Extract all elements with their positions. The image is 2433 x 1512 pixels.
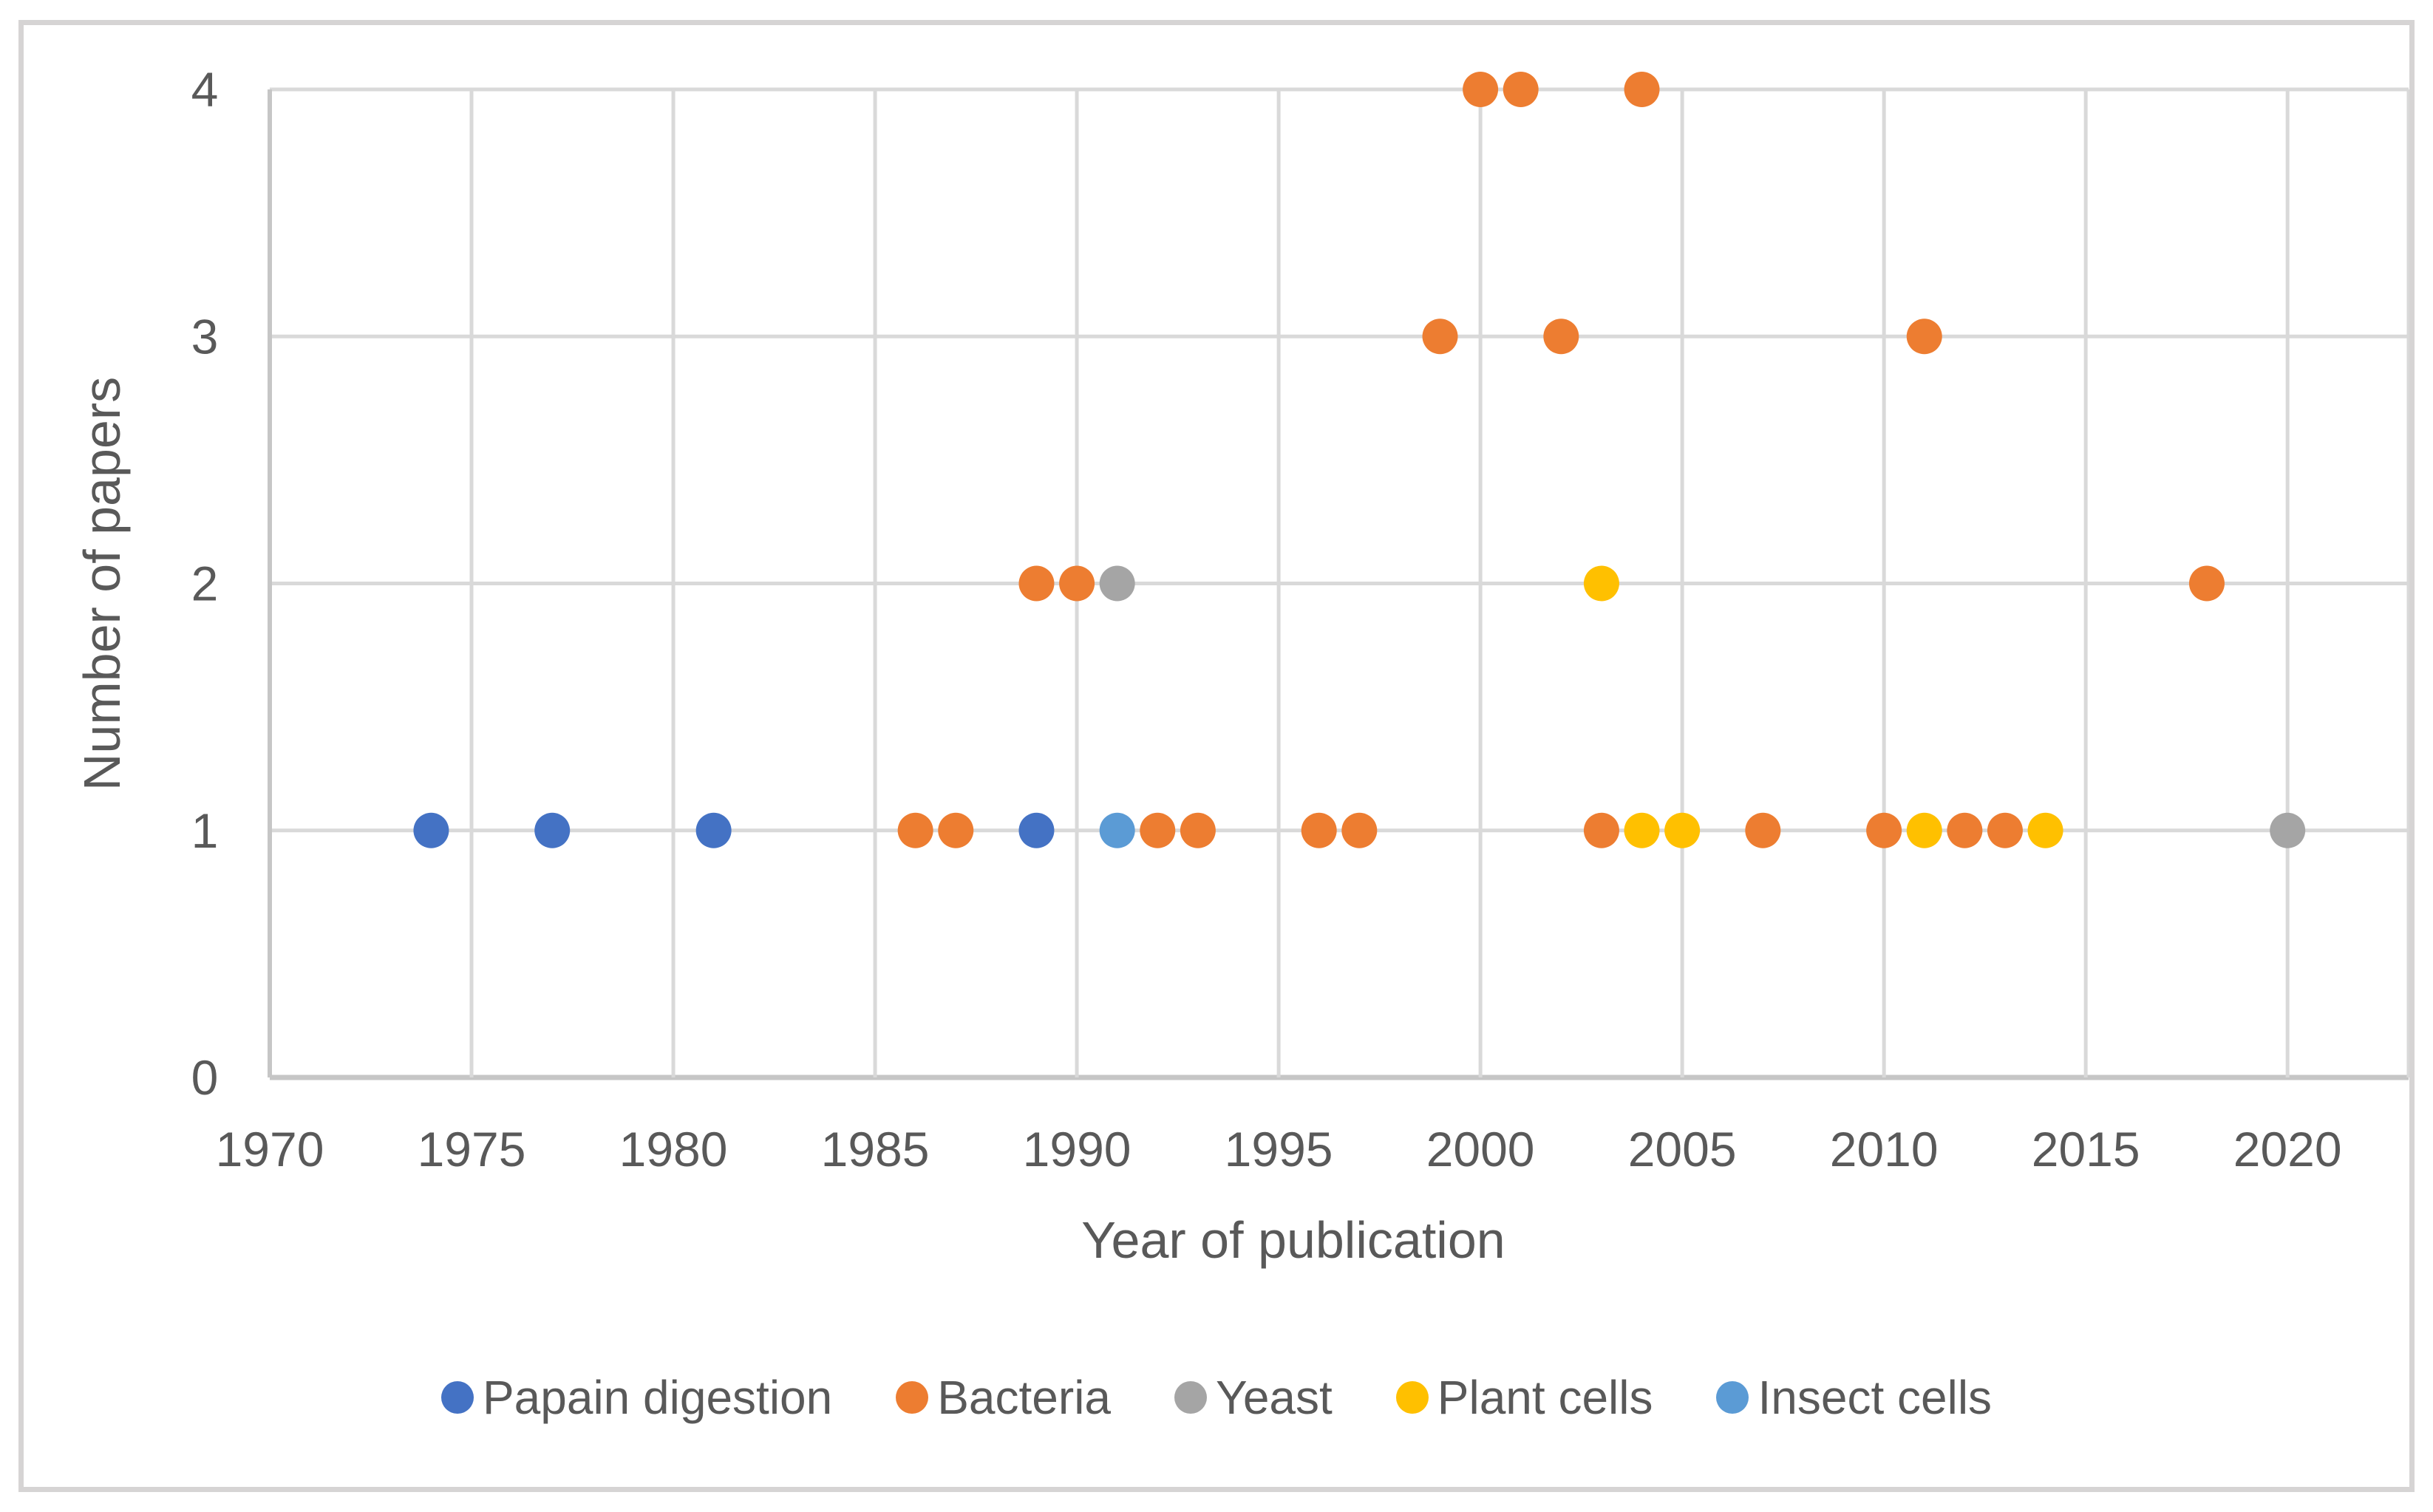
data-point — [413, 812, 449, 848]
x-tick-label: 1985 — [821, 1122, 930, 1176]
data-point — [1301, 812, 1337, 848]
data-point — [1583, 812, 1619, 848]
data-point — [1059, 565, 1095, 602]
data-point — [1624, 72, 1660, 107]
legend-label: Yeast — [1216, 1371, 1333, 1424]
y-axis-title: Number of papers — [73, 377, 131, 791]
legend-marker-icon — [1174, 1381, 1207, 1414]
data-point — [1745, 812, 1781, 848]
legend-label: Bacteria — [937, 1371, 1111, 1424]
x-tick-label: 1975 — [418, 1122, 526, 1176]
x-tick-label: 2020 — [2233, 1122, 2342, 1176]
legend-marker-icon — [440, 1381, 474, 1414]
legend-item-plant-cells: Plant cells — [1395, 1370, 1653, 1425]
x-tick-label: 1980 — [619, 1122, 728, 1176]
data-point — [1099, 812, 1135, 848]
x-axis-title: Year of publication — [1081, 1211, 1505, 1269]
data-point — [1463, 72, 1499, 107]
y-tick-label: 2 — [191, 556, 219, 611]
legend-item-insect-cells: Insect cells — [1716, 1370, 1992, 1425]
x-tick-label: 2015 — [2032, 1122, 2140, 1176]
data-points — [413, 72, 2306, 848]
chart-legend: Papain digestion Bacteria Yeast Plant cells… — [0, 1362, 2433, 1433]
x-tick-label: 1995 — [1225, 1122, 1333, 1176]
gridlines — [268, 87, 2411, 1080]
data-point — [1906, 319, 1942, 355]
data-point — [1543, 319, 1579, 355]
data-point — [1180, 812, 1216, 848]
data-point — [1664, 812, 1701, 848]
data-point — [1099, 565, 1135, 602]
data-point — [1140, 812, 1176, 848]
data-point — [2188, 565, 2225, 602]
legend-label: Papain digestion — [482, 1371, 833, 1424]
data-point — [1503, 72, 1539, 107]
legend-item-yeast: Yeast — [1174, 1370, 1333, 1425]
x-tick-label: 1970 — [216, 1122, 324, 1176]
data-point — [695, 812, 732, 848]
data-point — [1018, 565, 1055, 602]
data-point — [1583, 565, 1619, 602]
x-tick-label: 2000 — [1426, 1122, 1535, 1176]
figure-border — [18, 20, 2415, 1492]
data-point — [1947, 812, 1983, 848]
legend-item-bacteria: Bacteria — [896, 1370, 1111, 1425]
x-tick-label: 1990 — [1023, 1122, 1132, 1176]
y-tick-label: 3 — [191, 309, 219, 364]
x-tick-label: 2005 — [1628, 1122, 1737, 1176]
data-point — [2027, 812, 2063, 848]
data-point — [938, 812, 974, 848]
data-point — [1866, 812, 1902, 848]
data-point — [897, 812, 933, 848]
data-point — [1906, 812, 1942, 848]
axis-tick-labels: 0 1 2 3 4 1970 1975 1980 1985 1990 1995 2000 2005 201… — [191, 62, 2342, 1176]
legend-label: Plant cells — [1437, 1371, 1653, 1424]
data-point — [1422, 319, 1458, 355]
data-point — [534, 812, 571, 848]
y-tick-label: 0 — [191, 1050, 219, 1105]
legend-marker-icon — [1395, 1381, 1429, 1414]
data-point — [1987, 812, 2023, 848]
legend-marker-icon — [896, 1381, 929, 1414]
y-tick-label: 1 — [191, 803, 219, 858]
y-tick-label: 4 — [191, 62, 219, 117]
data-point — [1341, 812, 1378, 848]
data-point — [1624, 812, 1660, 848]
x-tick-label: 2010 — [1830, 1122, 1939, 1176]
data-point — [2270, 812, 2306, 848]
legend-label: Insect cells — [1757, 1371, 1993, 1424]
data-point — [1018, 812, 1055, 848]
legend-marker-icon — [1716, 1381, 1749, 1414]
legend-item-papain-digestion: Papain digestion — [440, 1370, 833, 1425]
